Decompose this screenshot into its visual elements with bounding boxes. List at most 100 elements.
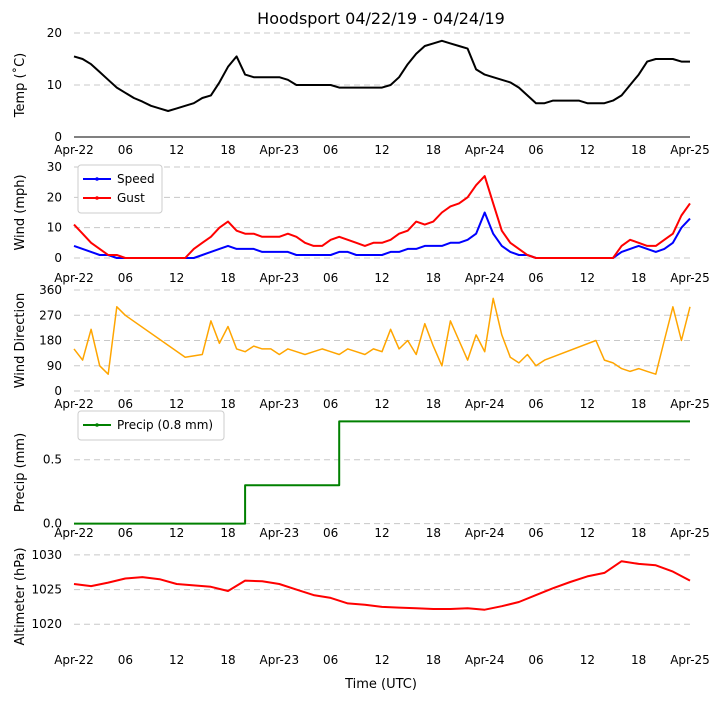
wind_direction-xtick-label: Apr-22 bbox=[54, 397, 94, 411]
altimeter-xtick-label: 12 bbox=[374, 653, 389, 667]
altimeter-ytick-label: 1030 bbox=[31, 548, 62, 562]
wind-legend-label: Gust bbox=[117, 191, 145, 205]
temperature-xtick-label: 06 bbox=[528, 143, 543, 157]
wind-xtick-label: 18 bbox=[220, 271, 235, 285]
precipitation-panel: 0.0 0.5 Precip (mm) Apr-22 06 12 18 Apr-23 06 12 1… bbox=[13, 410, 710, 540]
altimeter-xtick-label: 18 bbox=[426, 653, 441, 667]
precipitation-series-precip-0-8-mm- bbox=[74, 420, 690, 525]
altimeter-xtick-label: 06 bbox=[528, 653, 543, 667]
wind_direction-xtick-label: 06 bbox=[528, 397, 543, 411]
wind_direction-series-wind-direction bbox=[73, 297, 691, 375]
precipitation-xtick-label: 18 bbox=[220, 526, 235, 540]
wind-xtick-label: Apr-23 bbox=[260, 271, 300, 285]
altimeter-series-altimeter bbox=[73, 560, 691, 611]
precipitation-xtick-label: 06 bbox=[118, 526, 133, 540]
wind-series-gust bbox=[73, 175, 691, 259]
wind_direction-xtick-label: 12 bbox=[169, 397, 184, 411]
wind-ytick-label: 20 bbox=[47, 190, 62, 204]
temperature-xtick-label: Apr-24 bbox=[465, 143, 505, 157]
chart-title: Hoodsport 04/22/19 - 04/24/19 bbox=[257, 9, 505, 28]
temperature-xtick-label: Apr-25 bbox=[670, 143, 710, 157]
temperature-y-label: Temp (˚C) bbox=[12, 53, 28, 119]
temperature-xtick-label: 18 bbox=[220, 143, 235, 157]
precipitation-legend-marker bbox=[95, 423, 99, 427]
altimeter-xtick-label: 12 bbox=[580, 653, 595, 667]
wind_direction-ytick-label: 270 bbox=[39, 308, 62, 322]
wind-ytick-label: 30 bbox=[47, 160, 62, 174]
wind-series-speed bbox=[73, 211, 691, 259]
wind_direction-xtick-label: 12 bbox=[580, 397, 595, 411]
temperature-xtick-label: 06 bbox=[323, 143, 338, 157]
altimeter-ytick-label: 1025 bbox=[31, 583, 62, 597]
wind_direction-xtick-label: Apr-25 bbox=[670, 397, 710, 411]
wind-xtick-label: Apr-25 bbox=[670, 271, 710, 285]
wind-xtick-label: 12 bbox=[374, 271, 389, 285]
precipitation-legend bbox=[77, 410, 225, 441]
precipitation-xtick-label: 18 bbox=[426, 526, 441, 540]
wind-xtick-label: 12 bbox=[580, 271, 595, 285]
altimeter-ytick-label: 1020 bbox=[31, 617, 62, 631]
wind_direction-ytick-label: 180 bbox=[39, 334, 62, 348]
precipitation-xtick-label: 18 bbox=[631, 526, 646, 540]
wind-xtick-label: 06 bbox=[118, 271, 133, 285]
wind_direction-xtick-label: 18 bbox=[631, 397, 646, 411]
altimeter-y-label: Altimeter (hPa) bbox=[13, 547, 28, 645]
wind-legend-marker bbox=[95, 177, 99, 181]
wind_direction-xtick-label: Apr-23 bbox=[260, 397, 300, 411]
wind_direction-ytick-label: 0 bbox=[54, 384, 62, 398]
precipitation-xtick-label: Apr-23 bbox=[260, 526, 300, 540]
wind_direction-xtick-label: 18 bbox=[426, 397, 441, 411]
temperature-series-temp bbox=[73, 39, 690, 112]
wind-legend bbox=[77, 164, 163, 214]
wind-xtick-label: Apr-22 bbox=[54, 271, 94, 285]
temperature-ytick-label: 20 bbox=[47, 26, 62, 40]
temperature-xtick-label: 12 bbox=[169, 143, 184, 157]
altimeter-xtick-label: 18 bbox=[220, 653, 235, 667]
altimeter-xtick-label: 12 bbox=[169, 653, 184, 667]
temperature-xtick-label: 12 bbox=[580, 143, 595, 157]
wind-ytick-label: 10 bbox=[47, 221, 62, 235]
temperature-ytick-label: 0 bbox=[54, 130, 62, 144]
altimeter-xtick-label: Apr-22 bbox=[54, 653, 94, 667]
altimeter-xtick-label: Apr-23 bbox=[260, 653, 300, 667]
temperature-xtick-label: 18 bbox=[426, 143, 441, 157]
wind-xtick-label: 12 bbox=[169, 271, 184, 285]
wind_direction-xtick-label: Apr-24 bbox=[465, 397, 505, 411]
precipitation-xtick-label: Apr-25 bbox=[670, 526, 710, 540]
wind_direction-panel: 0 90 180 270 360 Wind Direction Apr-22 06 12 18 Ap… bbox=[13, 283, 710, 411]
wind-panel: 0 10 20 30 Wind (mph) Apr-22 06 12 18 Apr-23 06 12 1… bbox=[13, 160, 710, 285]
wind-legend-marker bbox=[95, 196, 99, 200]
wind_direction-xtick-label: 18 bbox=[220, 397, 235, 411]
temperature-xtick-label: 12 bbox=[374, 143, 389, 157]
wind_direction-xtick-label: 12 bbox=[374, 397, 389, 411]
wind-xtick-label: 18 bbox=[631, 271, 646, 285]
temperature-xtick-label: 18 bbox=[631, 143, 646, 157]
wind-xtick-label: Apr-24 bbox=[465, 271, 505, 285]
wind_direction-y-label: Wind Direction bbox=[13, 293, 28, 389]
altimeter-xtick-label: Apr-25 bbox=[670, 653, 710, 667]
wind-xtick-label: 06 bbox=[528, 271, 543, 285]
precipitation-ytick-label: 0.0 bbox=[43, 517, 62, 531]
precipitation-xtick-label: Apr-24 bbox=[465, 526, 505, 540]
wind-legend-label: Speed bbox=[117, 172, 155, 186]
altimeter-xtick-label: 06 bbox=[118, 653, 133, 667]
wind_direction-xtick-label: 06 bbox=[118, 397, 133, 411]
altimeter-xtick-label: 06 bbox=[323, 653, 338, 667]
precipitation-xtick-label: Apr-22 bbox=[54, 526, 94, 540]
temperature-xtick-label: Apr-23 bbox=[260, 143, 300, 157]
precipitation-xtick-label: 06 bbox=[323, 526, 338, 540]
precipitation-xtick-label: 12 bbox=[374, 526, 389, 540]
temperature-panel: 0 10 20 Temp (˚C) Apr-22 06 12 18 Apr-23 06 12 18 Ap… bbox=[12, 26, 710, 157]
wind-ytick-label: 0 bbox=[54, 251, 62, 265]
precipitation-xtick-label: 12 bbox=[580, 526, 595, 540]
temperature-xtick-label: 06 bbox=[118, 143, 133, 157]
precipitation-legend-label: Precip (0.8 mm) bbox=[117, 418, 213, 432]
temperature-xtick-label: Apr-22 bbox=[54, 143, 94, 157]
wind-xtick-label: 06 bbox=[323, 271, 338, 285]
wind_direction-xtick-label: 06 bbox=[323, 397, 338, 411]
wind-xtick-label: 18 bbox=[426, 271, 441, 285]
precipitation-xtick-label: 12 bbox=[169, 526, 184, 540]
altimeter-xtick-label: Apr-24 bbox=[465, 653, 505, 667]
